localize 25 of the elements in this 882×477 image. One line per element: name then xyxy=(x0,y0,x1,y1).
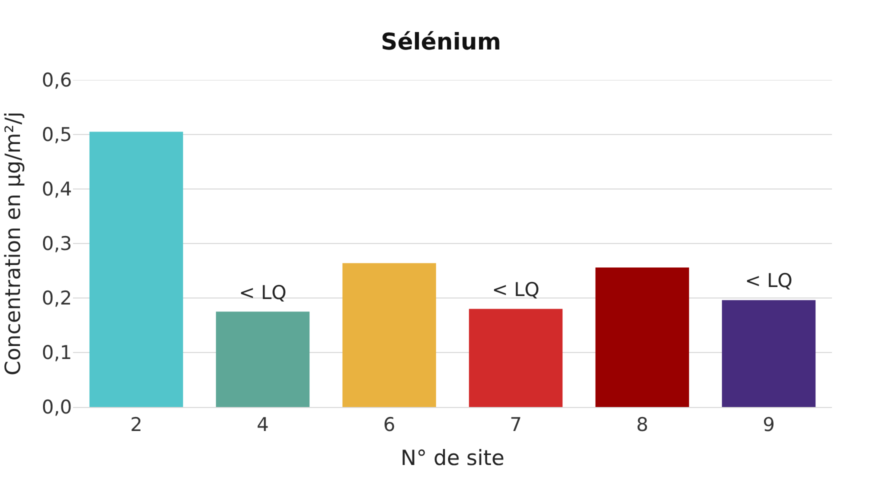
annotation: < LQ xyxy=(745,270,792,292)
bar xyxy=(468,308,563,407)
y-tick-label: 0,5 xyxy=(42,124,72,146)
x-tick-label: 9 xyxy=(762,414,775,436)
bar xyxy=(722,300,816,407)
y-tick-label: 0,4 xyxy=(42,178,72,201)
x-tick-label: 2 xyxy=(130,414,142,436)
chart-title: Sélénium xyxy=(380,29,502,56)
bar xyxy=(216,312,310,407)
bar xyxy=(342,263,436,407)
y-axis-title: Concentration en µg/m²/j xyxy=(0,112,25,376)
x-axis-title: N° de site xyxy=(400,446,504,470)
bar xyxy=(595,267,690,407)
y-tick-label: 0,6 xyxy=(42,70,72,92)
y-tick-label: 0,2 xyxy=(42,288,72,310)
y-tick-label: 0,3 xyxy=(42,233,72,256)
annotation: < LQ xyxy=(239,282,286,304)
y-tick-label: 0,1 xyxy=(42,342,72,364)
x-tick-label: 8 xyxy=(636,414,648,436)
x-tick-label: 7 xyxy=(510,414,522,436)
bar xyxy=(89,132,184,407)
annotation: < LQ xyxy=(492,279,540,301)
x-tick-label: 6 xyxy=(383,414,396,436)
x-tick-label: 4 xyxy=(256,414,269,436)
y-tick-label: 0,0 xyxy=(42,396,72,419)
